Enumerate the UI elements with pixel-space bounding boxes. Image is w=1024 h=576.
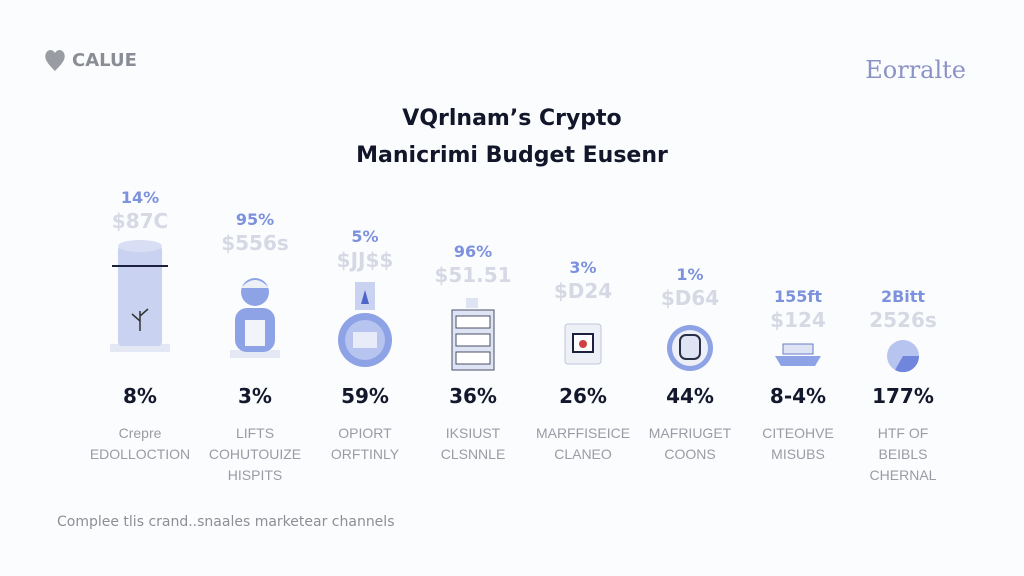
channel-label-line: HTF OF <box>877 425 929 441</box>
channel-label-line: MISUBS <box>771 446 825 462</box>
channel-label-line: CITEOHVE <box>762 425 834 441</box>
channel-label-line: MAFRIUGET <box>648 425 732 441</box>
amount: $D24 <box>553 279 613 303</box>
channel-label-line: CLANEO <box>554 446 612 462</box>
amount: $D64 <box>660 286 720 310</box>
column-header: 2Bitt 2526s <box>843 287 963 332</box>
top-percentage: 1% <box>676 265 704 284</box>
brand-logo-right: Eorralte <box>865 56 966 84</box>
channel-label-line: BEIBLS <box>878 446 928 462</box>
channel-percentage: 44% <box>666 384 714 408</box>
ship-icon <box>773 340 823 374</box>
top-percentage: 155ft <box>773 287 822 306</box>
channel-label-line: Crepre <box>118 425 162 441</box>
channel-label: OPIORT ORFTINLY <box>303 423 427 465</box>
top-percentage: 14% <box>120 188 160 207</box>
channel-label-line: IKSIUST <box>445 425 501 441</box>
channel-label-line: CHERNAL <box>869 467 937 483</box>
channel-label-line: ORFTINLY <box>330 446 400 462</box>
column-header: 3% $D24 <box>523 258 643 303</box>
channel-label-line: MARFFISEICE <box>535 425 631 441</box>
channel-label: MAFRIUGET COONS <box>628 423 752 465</box>
top-percentage: 3% <box>569 258 597 277</box>
channel-percentage: 26% <box>559 384 607 408</box>
column-header: 95% $556s <box>195 210 315 255</box>
page-title-line2: Manicrimi Budget Eusenr <box>356 143 668 168</box>
amount: $JJ$$ <box>336 248 394 272</box>
channel-percentage: 8-4% <box>769 384 827 408</box>
channel-percentage: 177% <box>872 384 934 408</box>
heart-icon <box>45 50 65 71</box>
channel-label-line: COHUTOUIZE <box>208 446 302 462</box>
channel-label-line: HISPITS <box>227 467 283 483</box>
brand-name-left: CALUE <box>72 49 137 71</box>
column-header: 5% $JJ$$ <box>305 227 425 272</box>
amount: 2526s <box>869 308 937 332</box>
face-avatar-icon <box>665 323 715 377</box>
channel-label: Crepre EDOLLOCTION <box>78 423 202 465</box>
channel-label: LIFTS COHUTOUIZE HISPITS <box>193 423 317 486</box>
channel-label-line: CLSNNLE <box>440 446 506 462</box>
server-rack-icon <box>448 298 498 382</box>
top-percentage: 96% <box>453 242 493 261</box>
top-percentage: 95% <box>235 210 275 229</box>
amount: $124 <box>770 308 826 332</box>
cylinder-plant-icon <box>110 236 170 360</box>
channel-percentage: 8% <box>123 384 157 408</box>
channel-label-line: EDOLLOCTION <box>89 446 191 462</box>
channel-percentage: 36% <box>449 384 497 408</box>
amount: $87C <box>111 209 169 233</box>
channel-label-line: LIFTS <box>235 425 275 441</box>
globe-device-icon <box>335 282 395 376</box>
top-percentage: 5% <box>351 227 379 246</box>
channel-label-line: OPIORT <box>338 425 392 441</box>
document-box-icon <box>563 318 603 372</box>
column-header: 96% $51.51 <box>413 242 533 287</box>
page-title-line1: VQrlnam’s Crypto <box>402 106 622 131</box>
channel-label: HTF OF BEIBLS CHERNAL <box>841 423 965 486</box>
channel-label: MARFFISEICE CLANEO <box>521 423 645 465</box>
pie-chart-icon <box>885 338 921 378</box>
brand-logo-left: CALUE <box>44 48 137 72</box>
column-header: 1% $D64 <box>630 265 750 310</box>
channel-label: CITEOHVE MISUBS <box>736 423 860 465</box>
column-header: 14% $87C <box>80 188 200 233</box>
channel-label-line: COONS <box>664 446 716 462</box>
amount: $51.51 <box>434 263 512 287</box>
channel-percentage: 59% <box>341 384 389 408</box>
top-percentage: 2Bitt <box>880 287 926 306</box>
footer-note: Complee tlis crand..snaales marketear ch… <box>57 514 395 530</box>
person-icon <box>225 270 285 364</box>
channel-percentage: 3% <box>238 384 272 408</box>
channel-label: IKSIUST CLSNNLE <box>411 423 535 465</box>
column-header: 155ft $124 <box>738 287 858 332</box>
amount: $556s <box>221 231 289 255</box>
